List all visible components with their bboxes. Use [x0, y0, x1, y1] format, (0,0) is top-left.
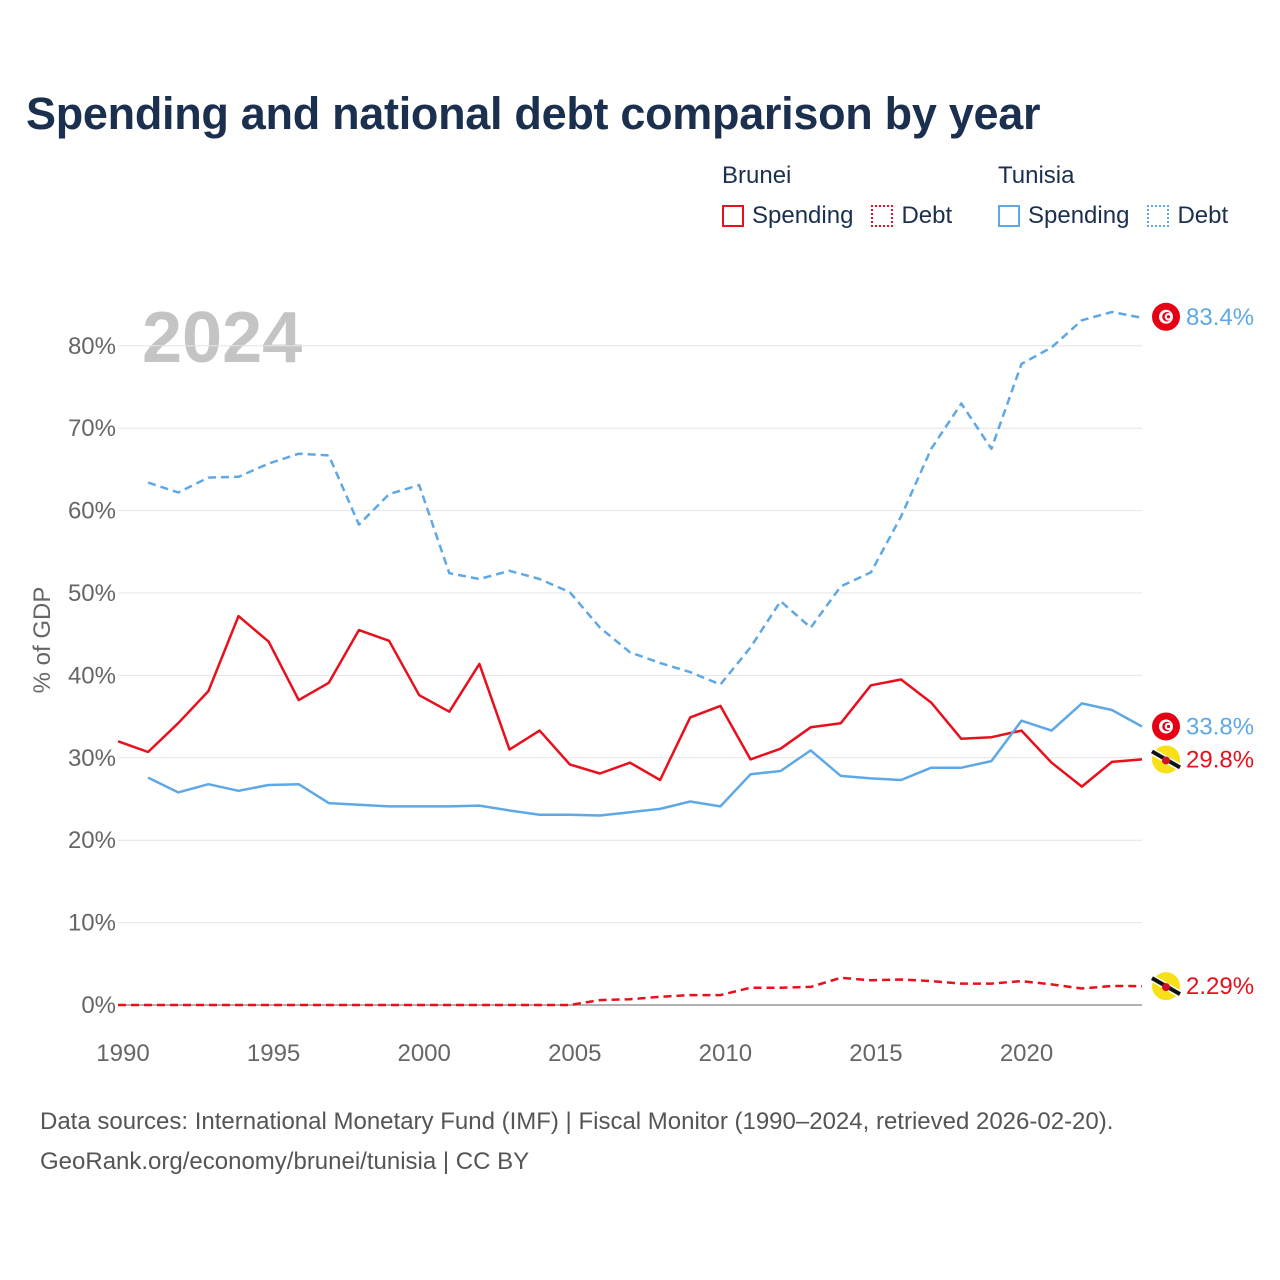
legend-group-tunisia: Tunisia Spending Debt: [998, 162, 1246, 230]
y-tick-label: 0%: [81, 992, 116, 1019]
tunisia-flag-icon: [1152, 302, 1180, 331]
series-line-tunisia-debt: [147, 310, 1143, 686]
y-tick-label: 40%: [68, 662, 116, 689]
footer-attribution[interactable]: GeoRank.org/economy/brunei/tunisia | CC …: [40, 1148, 530, 1175]
y-axis-label: % of GDP: [29, 587, 56, 694]
legend-item-tunisia-spending[interactable]: Spending: [998, 202, 1129, 230]
chart-title: Spending and national debt comparison by…: [26, 88, 1041, 139]
series-line-brunei-spending: [117, 614, 1143, 788]
legend-label: Spending: [1028, 202, 1130, 229]
series-line-tunisia-spending: [147, 702, 1143, 817]
y-tick-label: 60%: [68, 498, 116, 525]
brunei-flag-icon: [1150, 972, 1182, 1001]
legend-group-title-brunei: Brunei: [722, 162, 792, 189]
y-axis-ticks: 0% 10% 20% 30% 40% 50% 60% 70% 80%: [68, 333, 116, 1019]
y-tick-label: 80%: [68, 333, 116, 360]
y-tick-label: 10%: [68, 910, 116, 937]
y-tick-label: 70%: [68, 415, 116, 442]
tunisia-flag-icon: [1152, 712, 1180, 741]
x-tick-label: 2000: [397, 1040, 450, 1067]
y-tick-label: 50%: [68, 580, 116, 607]
footer-sources: Data sources: International Monetary Fun…: [40, 1108, 1114, 1135]
x-tick-label: 2005: [548, 1040, 601, 1067]
end-label: 83.4%: [1186, 304, 1254, 331]
end-label: 2.29%: [1186, 973, 1254, 1000]
legend-swatch-solid: [722, 205, 744, 227]
end-label: 29.8%: [1186, 746, 1254, 773]
brunei-flag-icon: [1150, 745, 1182, 774]
x-tick-label: 2020: [1000, 1040, 1053, 1067]
legend-group-brunei: Brunei Spending Debt: [722, 162, 970, 230]
x-tick-label: 1990: [96, 1040, 149, 1067]
series-lines: [117, 310, 1143, 1007]
legend-item-brunei-spending[interactable]: Spending: [722, 202, 853, 230]
year-watermark: 2024: [142, 298, 302, 378]
y-tick-label: 30%: [68, 745, 116, 772]
legend-swatch-dotted: [871, 205, 894, 227]
series-line-brunei-debt: [118, 976, 1143, 1007]
legend-label: Debt: [1177, 202, 1229, 229]
x-tick-label: 2010: [699, 1040, 752, 1067]
legend-group-title-tunisia: Tunisia: [998, 162, 1075, 189]
legend-label: Debt: [901, 202, 953, 229]
end-label: 33.8%: [1186, 713, 1254, 740]
x-tick-label: 1995: [247, 1040, 300, 1067]
x-axis-ticks: 1990 1995 2000 2005 2010 2015 2020: [96, 1040, 1053, 1067]
legend-item-brunei-debt[interactable]: Debt: [871, 202, 952, 230]
end-labels: 83.4% 29.8% 33.8% 2.29%: [1150, 302, 1254, 1001]
legend-label: Spending: [752, 202, 854, 229]
y-tick-label: 20%: [68, 827, 116, 854]
legend-swatch-dotted: [1147, 205, 1170, 227]
legend-item-tunisia-debt[interactable]: Debt: [1147, 202, 1228, 230]
x-tick-label: 2015: [849, 1040, 902, 1067]
legend-swatch-solid: [998, 205, 1020, 227]
